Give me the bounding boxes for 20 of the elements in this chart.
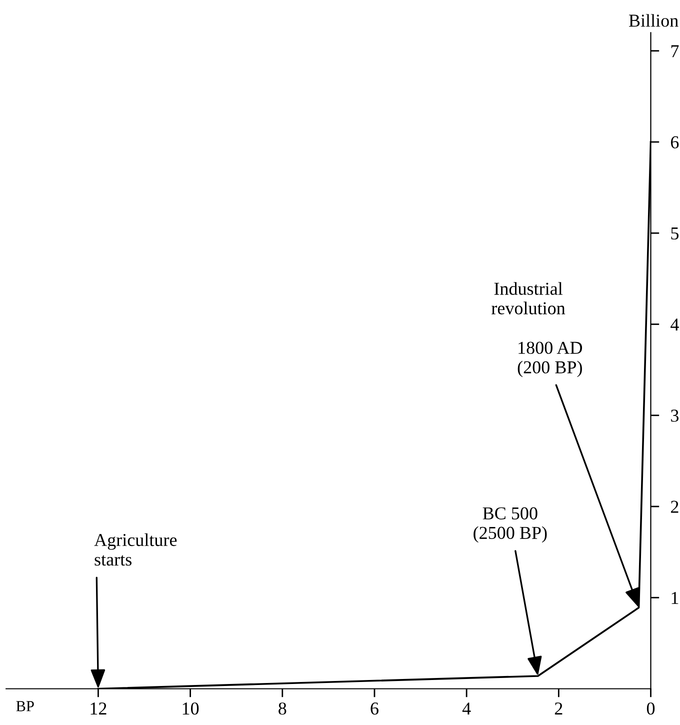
y-tick-label: 7 (671, 45, 679, 58)
x-tick-label: 6 (370, 702, 378, 715)
y-tick-label: 6 (670, 136, 679, 148)
x-tick-label: 8 (278, 702, 286, 715)
annotation: Agriculture starts (94, 533, 177, 566)
y-axis-title: Billion (628, 14, 678, 27)
x-tick-label: 2 (554, 702, 562, 714)
annotation: Industrial revolution (492, 282, 566, 314)
x-tick-label: 4 (462, 702, 471, 714)
x-axis-title: BP (16, 701, 34, 712)
y-tick-label: 1 (672, 592, 678, 604)
y-tick-label: 5 (671, 228, 679, 240)
x-tick-label: 0 (646, 702, 655, 715)
y-tick-label: 3 (671, 410, 679, 422)
annotation: 1800 AD (200 BP) (518, 342, 582, 378)
x-tick-label: 12 (90, 702, 106, 714)
x-tick-label: 10 (182, 702, 199, 715)
annotation: BC 500 (2500 BP) (474, 507, 547, 543)
y-tick-label: 2 (670, 500, 678, 513)
y-tick-label: 4 (670, 318, 679, 330)
